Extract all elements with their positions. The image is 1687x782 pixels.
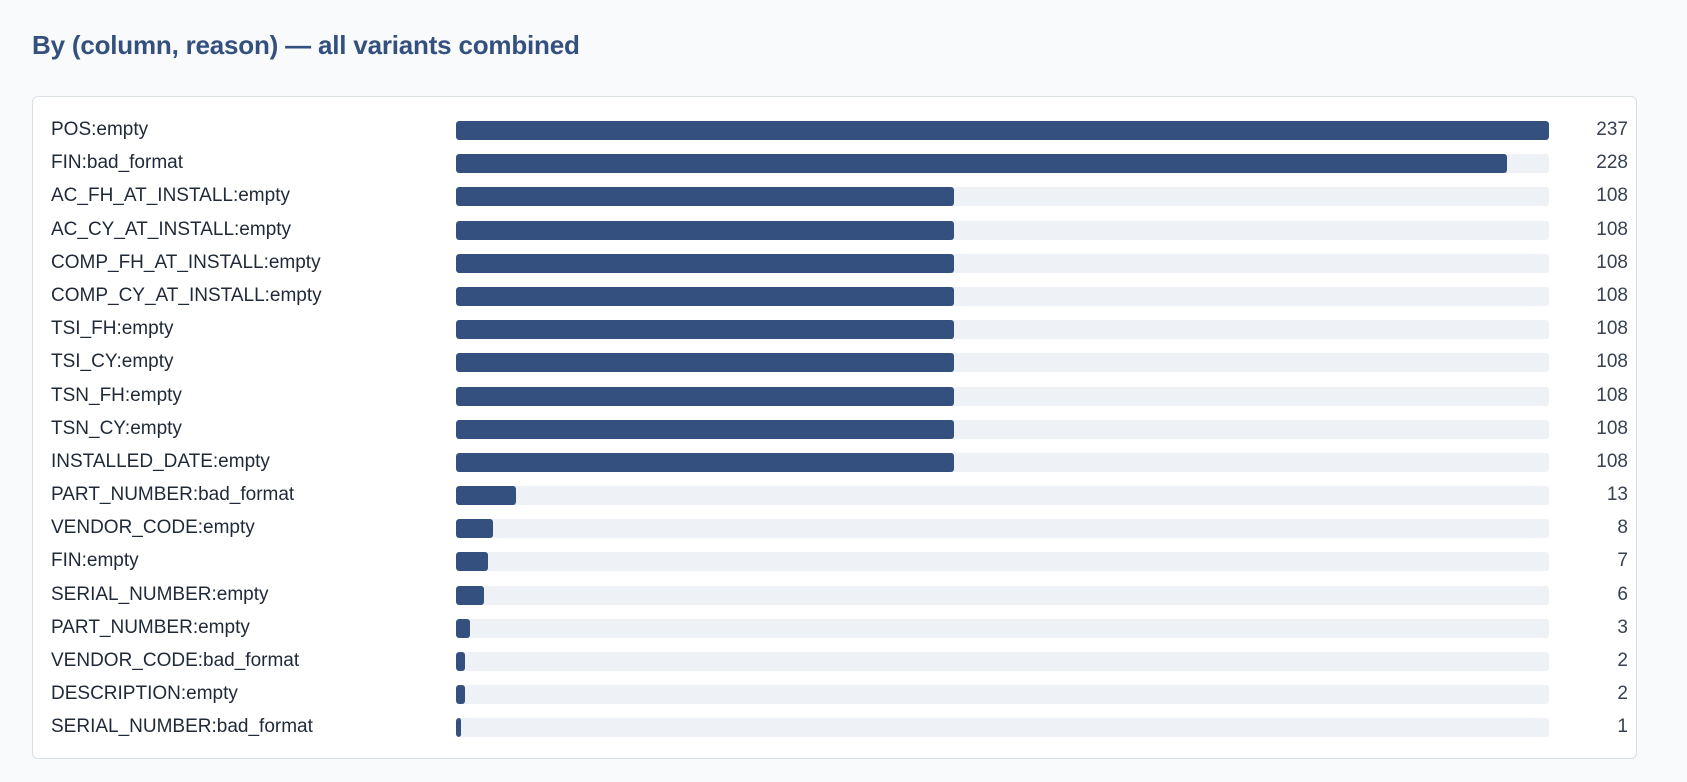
bar [456, 685, 466, 705]
section-title: By (column, reason) — all variants combi… [32, 30, 580, 60]
bar [456, 419, 955, 439]
bar [456, 486, 516, 506]
bar-row: FIN:empty 7 [33, 544, 1636, 577]
bar [456, 718, 461, 738]
value-label: 1 [1617, 716, 1628, 738]
bar-track [456, 685, 1549, 705]
bar-track [456, 585, 1549, 605]
bar [456, 386, 955, 406]
category-label: TSN_CY:empty [51, 417, 182, 439]
bar-track [456, 320, 1549, 340]
bar [456, 187, 955, 207]
category-label: COMP_FH_AT_INSTALL:empty [51, 251, 321, 273]
bar-row: VENDOR_CODE:bad_format 2 [33, 644, 1636, 677]
value-label: 8 [1617, 517, 1628, 539]
value-label: 2 [1617, 683, 1628, 705]
bar [456, 452, 955, 472]
bar-row: TSI_FH:empty 108 [33, 312, 1636, 345]
bar-track [456, 618, 1549, 638]
bar [456, 519, 493, 539]
value-label: 237 [1596, 119, 1628, 140]
bar-row: TSN_CY:empty 108 [33, 412, 1636, 445]
bar-track [456, 419, 1549, 439]
value-label: 108 [1596, 284, 1628, 306]
value-label: 6 [1617, 583, 1628, 605]
value-label: 228 [1596, 152, 1628, 174]
value-label: 108 [1596, 251, 1628, 273]
bar-track [456, 253, 1549, 273]
bar-track [456, 353, 1549, 373]
bar-row: AC_CY_AT_INSTALL:empty 108 [33, 213, 1636, 246]
category-label: POS:empty [51, 119, 149, 140]
bar [456, 618, 470, 638]
value-label: 108 [1596, 351, 1628, 373]
category-label: SERIAL_NUMBER:bad_format [51, 716, 313, 738]
bar-row: TSI_CY:empty 108 [33, 345, 1636, 378]
category-label: DESCRIPTION:empty [51, 683, 238, 705]
category-label: AC_FH_AT_INSTALL:empty [51, 185, 290, 207]
category-label: FIN:empty [51, 550, 139, 572]
category-label: AC_CY_AT_INSTALL:empty [51, 218, 292, 240]
category-label: INSTALLED_DATE:empty [51, 450, 270, 472]
category-label: SERIAL_NUMBER:empty [51, 583, 269, 605]
category-label: PART_NUMBER:empty [51, 616, 250, 638]
bar-row: FIN:bad_format 228 [33, 146, 1636, 179]
chart-panel: POS:empty 237 FIN:bad_format 228 AC_FH_AT_IN… [32, 96, 1637, 759]
bar-track [456, 652, 1549, 671]
category-label: TSI_FH:empty [51, 318, 174, 340]
bar-track [456, 154, 1549, 174]
value-label: 13 [1606, 484, 1628, 506]
bar-row: PART_NUMBER:bad_format 13 [33, 478, 1636, 511]
bar-track [456, 386, 1549, 406]
bar-row: POS:empty 237 [33, 113, 1636, 146]
category-label: FIN:bad_format [51, 152, 183, 174]
bar [456, 154, 1508, 174]
bar-track [456, 718, 1549, 738]
category-label: VENDOR_CODE:empty [51, 517, 255, 539]
bar [456, 220, 955, 240]
bar-track [456, 552, 1549, 572]
value-label: 108 [1596, 218, 1628, 240]
category-label: TSI_CY:empty [51, 351, 174, 373]
bar [456, 353, 955, 373]
bar-track [456, 519, 1549, 539]
bar-track [456, 121, 1549, 140]
value-label: 108 [1596, 318, 1628, 340]
bar [456, 552, 489, 572]
bar-row: SERIAL_NUMBER:empty 6 [33, 578, 1636, 611]
value-label: 108 [1596, 450, 1628, 472]
bar [456, 585, 484, 605]
bar [456, 286, 955, 306]
category-label: TSN_FH:empty [51, 384, 182, 406]
bar [456, 121, 1549, 140]
bar-row: VENDOR_CODE:empty 8 [33, 511, 1636, 544]
bar-row: AC_FH_AT_INSTALL:empty 108 [33, 179, 1636, 212]
bar-row: PART_NUMBER:empty 3 [33, 611, 1636, 644]
bar-track [456, 286, 1549, 306]
bar [456, 320, 955, 340]
bar-track [456, 486, 1549, 506]
bar-track [456, 220, 1549, 240]
bar-row: COMP_FH_AT_INSTALL:empty 108 [33, 246, 1636, 279]
value-label: 108 [1596, 185, 1628, 207]
bar [456, 253, 955, 273]
bar-row: TSN_FH:empty 108 [33, 379, 1636, 412]
bar-row: INSTALLED_DATE:empty 108 [33, 445, 1636, 478]
bar [456, 652, 466, 671]
bar-row: COMP_CY_AT_INSTALL:empty 108 [33, 279, 1636, 312]
value-label: 3 [1617, 616, 1628, 638]
category-label: PART_NUMBER:bad_format [51, 484, 295, 506]
bar-track [456, 452, 1549, 472]
bar-row: DESCRIPTION:empty 2 [33, 677, 1636, 710]
category-label: COMP_CY_AT_INSTALL:empty [51, 284, 322, 306]
bar-row: SERIAL_NUMBER:bad_format 1 [33, 710, 1636, 743]
bar-chart: POS:empty 237 FIN:bad_format 228 AC_FH_AT_IN… [33, 113, 1636, 744]
value-label: 108 [1596, 417, 1628, 439]
value-label: 108 [1596, 384, 1628, 406]
bar-track [456, 187, 1549, 207]
value-label: 2 [1617, 650, 1628, 671]
category-label: VENDOR_CODE:bad_format [51, 650, 300, 671]
value-label: 7 [1617, 550, 1628, 572]
